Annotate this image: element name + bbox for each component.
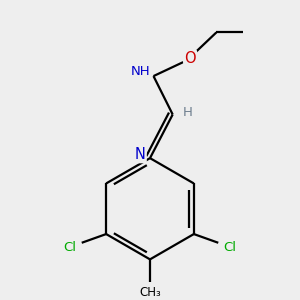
Text: CH₃: CH₃	[139, 286, 161, 299]
Text: NH: NH	[130, 65, 150, 78]
Text: O: O	[184, 51, 196, 66]
Text: Cl: Cl	[223, 241, 236, 254]
Text: N: N	[135, 147, 146, 162]
Text: H: H	[182, 106, 192, 119]
Text: Cl: Cl	[64, 241, 77, 254]
